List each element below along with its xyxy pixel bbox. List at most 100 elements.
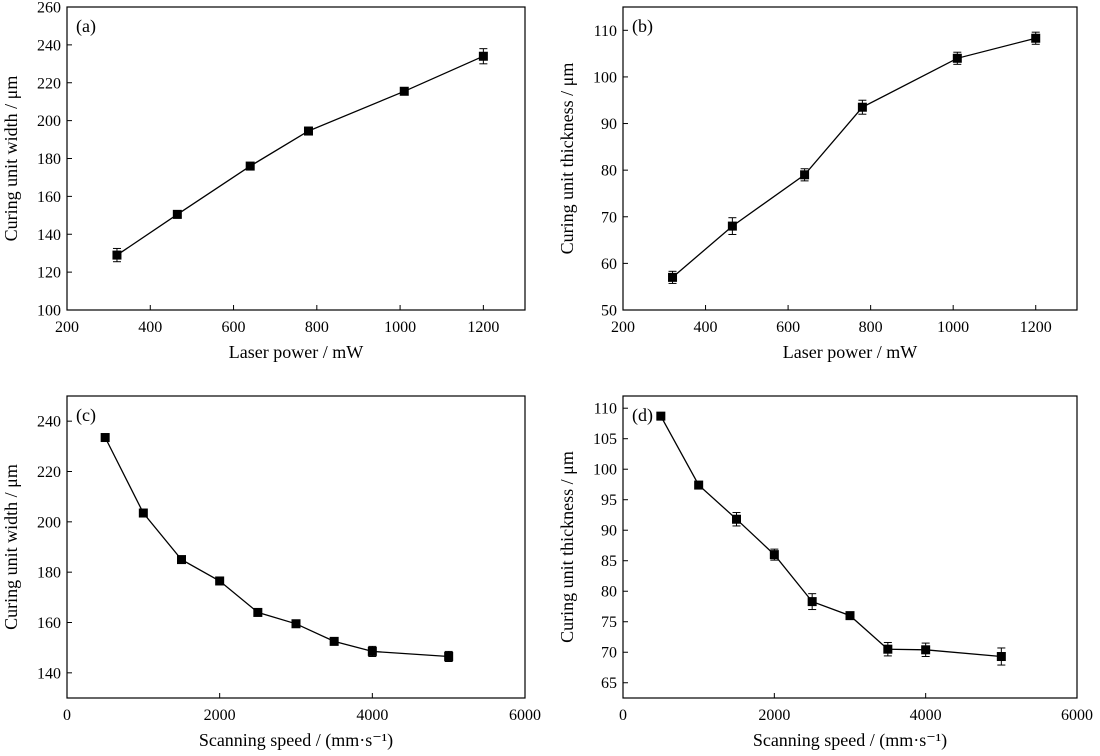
data-point-d bbox=[694, 480, 704, 490]
y-tick-label-c: 220 bbox=[37, 464, 61, 481]
data-point-c bbox=[444, 651, 454, 661]
y-tick-label-a: 160 bbox=[37, 189, 61, 206]
data-point-a bbox=[303, 126, 313, 136]
data-point-a bbox=[399, 86, 409, 96]
y-axis-title-d: Curing unit thickness / μm bbox=[557, 451, 577, 643]
panel-d: 0 2000 4000 6000 65 70 75 80 85 90 95 100 105 110 (d) S… bbox=[557, 395, 1093, 751]
panel-c: 0 2000 4000 6000 140 160 180 200 220 240 (c) Scanni… bbox=[1, 395, 541, 751]
y-tick-label-c: 200 bbox=[37, 514, 61, 531]
x-axis-title-b: Laser power / mW bbox=[783, 342, 917, 362]
plot-frame-b bbox=[622, 6, 1078, 311]
y-tick-label-b: 50 bbox=[601, 303, 617, 320]
data-point-a bbox=[112, 250, 122, 260]
y-tick-label-d: 95 bbox=[601, 492, 617, 509]
y-tick-label-d: 70 bbox=[601, 645, 617, 662]
panel-label-b: (b) bbox=[632, 16, 653, 37]
data-point-c bbox=[138, 508, 148, 518]
y-tick-label-b: 90 bbox=[601, 116, 617, 133]
plot-frame-d bbox=[622, 395, 1078, 699]
y-tick-label-b: 60 bbox=[601, 256, 617, 273]
x-tick-label-c: 6000 bbox=[509, 707, 541, 724]
x-tick-label-c: 2000 bbox=[204, 707, 236, 724]
data-point-a bbox=[478, 51, 488, 61]
y-tick-label-a: 180 bbox=[37, 151, 61, 168]
data-point-b bbox=[668, 272, 678, 282]
x-tick-label-b: 1000 bbox=[937, 319, 969, 336]
x-tick-label-c: 4000 bbox=[356, 707, 388, 724]
data-point-d bbox=[921, 645, 931, 655]
x-tick-label-b: 800 bbox=[859, 319, 883, 336]
panel-b: 200 400 600 800 1000 1200 50 60 70 80 90 100 110 (b) L… bbox=[557, 6, 1078, 362]
x-tick-label-d: 0 bbox=[619, 707, 627, 724]
series-line-d bbox=[660, 415, 1002, 658]
y-tick-label-d: 110 bbox=[594, 401, 617, 418]
panel-a: 200 400 600 800 1000 1200 100 120 140 160 180 200 22… bbox=[1, 0, 526, 362]
y-tick-label-d: 105 bbox=[593, 431, 617, 448]
data-point-c bbox=[100, 433, 110, 443]
x-axis-title-d: Scanning speed / (mm·s⁻¹) bbox=[753, 730, 947, 751]
y-tick-label-d: 85 bbox=[601, 553, 617, 570]
y-tick-label-d: 75 bbox=[601, 614, 617, 631]
y-tick-label-b: 110 bbox=[594, 23, 617, 40]
y-tick-label-c: 160 bbox=[37, 615, 61, 632]
data-point-b bbox=[1031, 33, 1041, 43]
data-point-d bbox=[656, 411, 666, 421]
x-tick-label-a: 400 bbox=[138, 319, 162, 336]
x-axis-title-a: Laser power / mW bbox=[229, 342, 363, 362]
x-tick-label-a: 200 bbox=[55, 319, 79, 336]
y-tick-label-c: 180 bbox=[37, 565, 61, 582]
x-tick-label-d: 4000 bbox=[910, 707, 942, 724]
y-tick-label-a: 220 bbox=[37, 75, 61, 92]
y-tick-label-d: 90 bbox=[601, 523, 617, 540]
data-point-d bbox=[845, 611, 855, 621]
panel-label-a: (a) bbox=[76, 16, 96, 37]
data-point-c bbox=[177, 555, 186, 565]
data-point-c bbox=[253, 607, 263, 617]
x-tick-label-d: 2000 bbox=[758, 707, 790, 724]
x-tick-label-a: 1000 bbox=[384, 319, 416, 336]
y-tick-label-b: 80 bbox=[601, 163, 617, 180]
data-point-d bbox=[996, 652, 1006, 662]
data-point-c bbox=[215, 576, 225, 586]
y-axis-title-c: Curing unit width / μm bbox=[1, 464, 21, 630]
x-tick-label-a: 800 bbox=[305, 319, 329, 336]
y-tick-label-b: 70 bbox=[601, 209, 617, 226]
y-tick-label-a: 140 bbox=[37, 227, 61, 244]
series-line-b bbox=[672, 37, 1036, 278]
y-tick-label-d: 65 bbox=[601, 675, 617, 692]
y-tick-label-a: 260 bbox=[37, 0, 61, 17]
x-tick-label-b: 400 bbox=[694, 319, 718, 336]
y-tick-label-a: 200 bbox=[37, 113, 61, 130]
data-point-d bbox=[883, 644, 893, 654]
y-tick-label-c: 140 bbox=[37, 665, 61, 682]
x-tick-label-d: 6000 bbox=[1061, 707, 1093, 724]
data-point-c bbox=[291, 619, 301, 629]
x-tick-label-b: 1200 bbox=[1020, 319, 1052, 336]
data-point-d bbox=[732, 514, 741, 524]
data-point-c bbox=[367, 646, 377, 656]
data-point-a bbox=[245, 161, 255, 171]
data-point-b bbox=[727, 221, 737, 231]
data-point-b bbox=[952, 53, 962, 63]
data-point-d bbox=[769, 550, 779, 560]
y-tick-label-c: 240 bbox=[37, 414, 61, 431]
y-axis-title-a: Curing unit width / μm bbox=[1, 76, 21, 242]
y-tick-label-b: 100 bbox=[593, 69, 617, 86]
data-point-c bbox=[329, 636, 339, 646]
x-axis-title-c: Scanning speed / (mm·s⁻¹) bbox=[199, 730, 393, 751]
data-point-b bbox=[857, 102, 867, 112]
panel-label-d: (d) bbox=[632, 405, 653, 426]
x-tick-label-a: 600 bbox=[222, 319, 246, 336]
data-point-a bbox=[172, 209, 182, 219]
data-point-d bbox=[807, 597, 817, 607]
x-tick-label-b: 600 bbox=[776, 319, 800, 336]
plot-frame-a bbox=[66, 6, 526, 311]
plot-frame-c bbox=[66, 395, 526, 699]
x-tick-label-a: 1200 bbox=[467, 319, 499, 336]
y-tick-label-a: 240 bbox=[37, 37, 61, 54]
y-axis-title-b: Curing unit thickness / μm bbox=[557, 63, 577, 255]
y-tick-label-a: 100 bbox=[37, 303, 61, 320]
x-tick-label-b: 200 bbox=[611, 319, 635, 336]
y-tick-label-d: 100 bbox=[593, 462, 617, 479]
